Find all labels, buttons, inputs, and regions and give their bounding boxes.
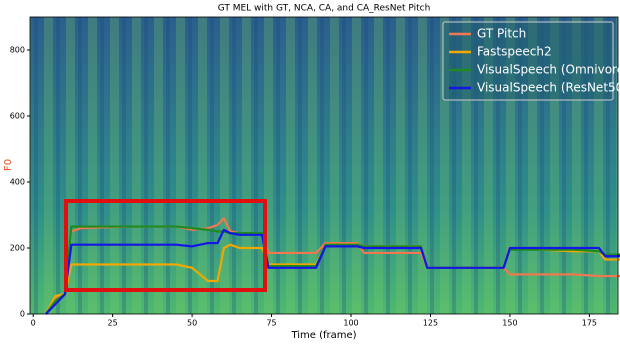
legend-label: VisualSpeech (Omnivore) — [477, 63, 620, 77]
y-tick-label: 0 — [20, 310, 25, 319]
x-tick-label: 0 — [31, 319, 36, 328]
y-tick-label: 800 — [10, 46, 25, 55]
x-tick-label: 25 — [108, 319, 118, 328]
y-axis-label: F0 — [3, 159, 14, 171]
x-tick-label: 100 — [343, 319, 358, 328]
x-tick-label: 75 — [266, 319, 276, 328]
x-tick-label: 50 — [187, 319, 197, 328]
chart-title: GT MEL with GT, NCA, CA, and CA_ResNet P… — [218, 4, 431, 14]
legend-label: Fastspeech2 — [477, 45, 552, 59]
plot-frame — [29, 16, 619, 315]
x-tick-label: 175 — [582, 319, 597, 328]
y-tick-label: 200 — [10, 244, 25, 253]
x-tick-label: 125 — [423, 319, 438, 328]
x-tick-label: 150 — [502, 319, 517, 328]
y-tick-label: 400 — [10, 178, 25, 187]
highlight-box — [64, 199, 267, 292]
legend-box — [442, 21, 614, 101]
legend-label: VisualSpeech (ResNet50) — [477, 81, 620, 95]
x-axis-label: Time (frame) — [290, 330, 356, 341]
y-tick-label: 600 — [10, 112, 25, 121]
legend-label: GT Pitch — [477, 27, 526, 41]
